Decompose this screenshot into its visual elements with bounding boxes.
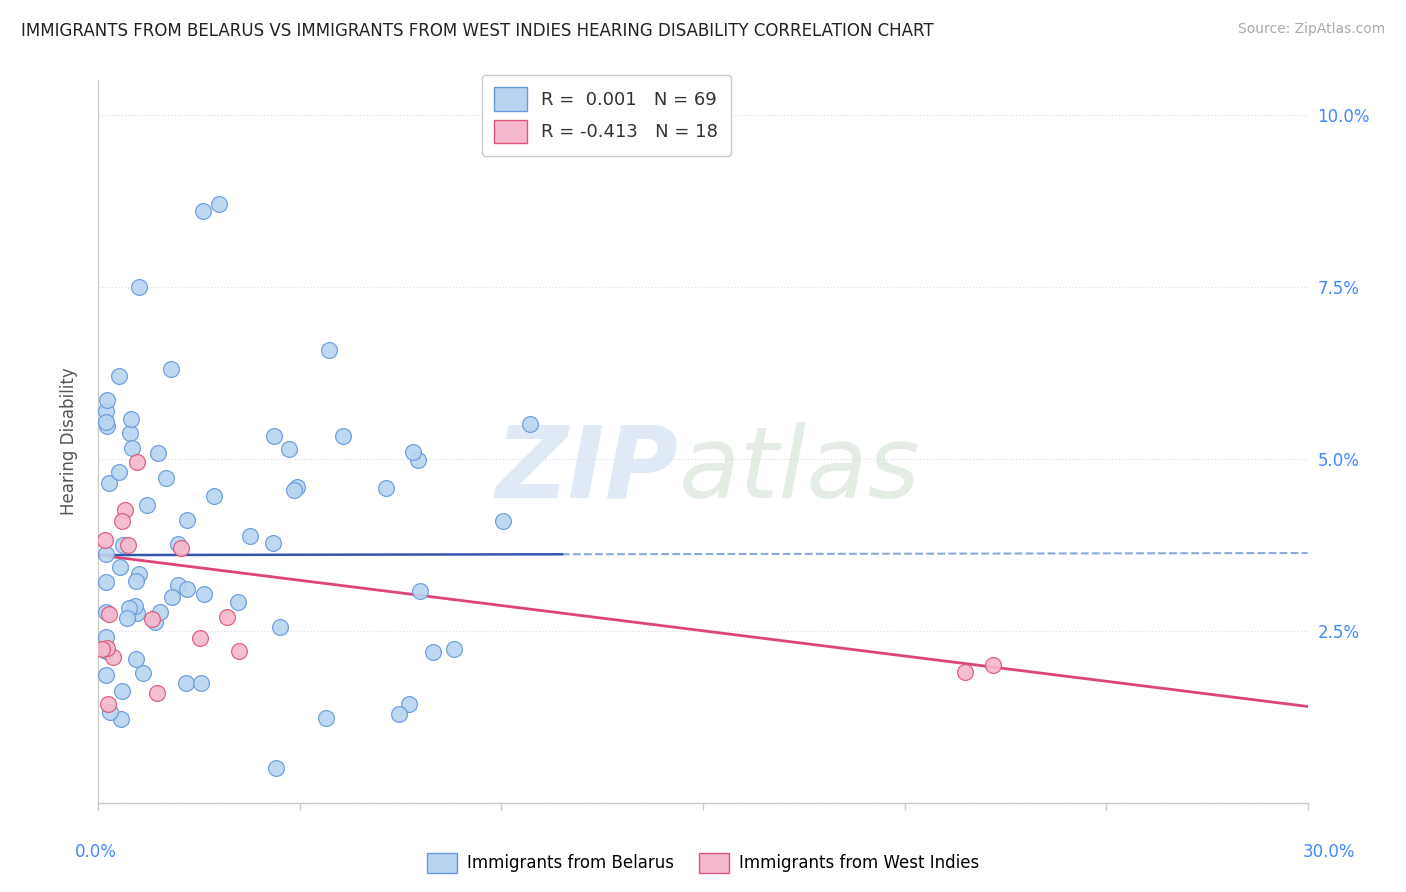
Point — [115, 610, 138, 624]
Point — [332, 429, 354, 443]
Point — [318, 343, 340, 358]
Point — [96, 630, 118, 644]
Point — [148, 605, 170, 619]
Y-axis label: Hearing Disability: Hearing Disability — [59, 368, 77, 516]
Text: IMMIGRANTS FROM BELARUS VS IMMIGRANTS FROM WEST INDIES HEARING DISABILITY CORREL: IMMIGRANTS FROM BELARUS VS IMMIGRANTS FR… — [21, 22, 934, 40]
Point — [202, 489, 225, 503]
Point — [174, 675, 197, 690]
Text: ZIP: ZIP — [496, 422, 679, 519]
Point — [208, 197, 231, 211]
Point — [262, 536, 284, 550]
Point — [128, 279, 150, 293]
Point — [388, 706, 411, 721]
Point — [981, 658, 1004, 673]
Point — [111, 514, 134, 528]
Point — [96, 418, 118, 433]
Point — [96, 393, 118, 408]
Point — [132, 666, 155, 681]
Point — [96, 547, 118, 561]
Point — [96, 644, 118, 658]
Point — [264, 761, 287, 775]
Point — [160, 590, 183, 604]
Point — [125, 606, 148, 620]
Point — [409, 584, 432, 599]
Point — [96, 668, 118, 682]
Point — [110, 712, 132, 726]
Text: Source: ZipAtlas.com: Source: ZipAtlas.com — [1237, 22, 1385, 37]
Point — [146, 446, 169, 460]
Text: 30.0%: 30.0% — [1302, 843, 1355, 861]
Point — [269, 620, 291, 634]
Point — [125, 652, 148, 666]
Point — [160, 362, 183, 376]
Point — [141, 611, 163, 625]
Legend: Immigrants from Belarus, Immigrants from West Indies: Immigrants from Belarus, Immigrants from… — [420, 847, 986, 880]
Point — [491, 514, 513, 528]
Point — [97, 697, 120, 711]
Point — [98, 476, 121, 491]
Point — [398, 697, 420, 711]
Point — [226, 594, 249, 608]
Point — [283, 483, 305, 497]
Point — [117, 538, 139, 552]
Point — [101, 650, 124, 665]
Point — [422, 644, 444, 658]
Point — [167, 577, 190, 591]
Point — [107, 368, 129, 383]
Point — [239, 529, 262, 543]
Point — [176, 582, 198, 596]
Point — [108, 466, 131, 480]
Point — [190, 676, 212, 690]
Text: atlas: atlas — [679, 422, 921, 519]
Point — [96, 416, 118, 430]
Point — [125, 574, 148, 588]
Point — [263, 429, 285, 443]
Point — [143, 615, 166, 629]
Legend: R =  0.001   N = 69, R = -0.413   N = 18: R = 0.001 N = 69, R = -0.413 N = 18 — [482, 75, 731, 155]
Point — [217, 610, 239, 624]
Point — [443, 642, 465, 657]
Point — [91, 642, 114, 657]
Point — [277, 442, 299, 456]
Point — [121, 442, 143, 456]
Point — [111, 684, 134, 698]
Point — [374, 481, 396, 495]
Point — [953, 665, 976, 679]
Point — [114, 503, 136, 517]
Point — [96, 641, 118, 656]
Point — [188, 631, 211, 645]
Point — [97, 607, 120, 622]
Point — [120, 412, 142, 426]
Point — [167, 537, 190, 551]
Point — [406, 453, 429, 467]
Point — [108, 560, 131, 574]
Point — [118, 425, 141, 440]
Point — [402, 444, 425, 458]
Point — [96, 404, 118, 418]
Point — [136, 498, 159, 512]
Point — [228, 644, 250, 658]
Point — [285, 480, 308, 494]
Text: 0.0%: 0.0% — [75, 843, 117, 861]
Point — [519, 417, 541, 431]
Point — [98, 705, 121, 719]
Point — [118, 601, 141, 615]
Point — [176, 513, 198, 527]
Point — [124, 599, 146, 613]
Point — [193, 204, 215, 219]
Point — [146, 686, 169, 700]
Point — [155, 471, 177, 485]
Point — [170, 541, 193, 555]
Point — [96, 605, 118, 619]
Point — [94, 533, 117, 548]
Point — [315, 711, 337, 725]
Point — [125, 455, 148, 469]
Point — [112, 538, 135, 552]
Point — [96, 574, 118, 589]
Point — [128, 566, 150, 581]
Point — [193, 586, 215, 600]
